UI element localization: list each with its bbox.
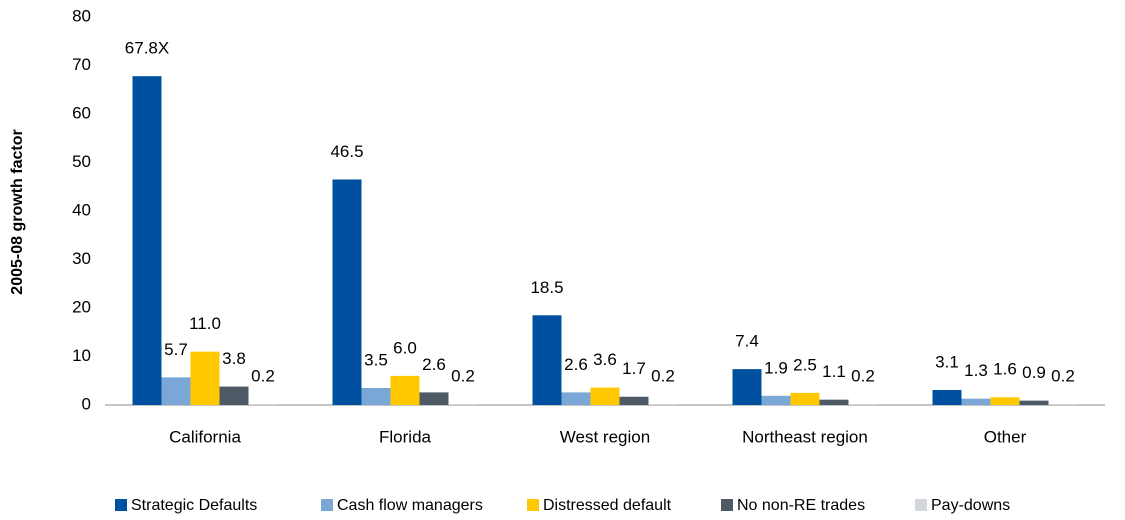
data-label: 46.5 [330,142,363,161]
y-tick-label: 60 [72,103,91,122]
bar [619,396,649,405]
bar [332,179,362,405]
bar [1019,400,1049,405]
bar [190,351,220,405]
y-axis-label: 2005-08 growth factor [9,129,26,294]
bar [848,404,878,405]
bar [448,404,478,405]
data-label: 3.6 [593,350,617,369]
bar [790,392,820,405]
legend-label: Strategic Defaults [131,497,257,514]
x-tick-label: Florida [379,427,432,446]
bar [932,389,962,405]
legend-swatch [527,499,539,511]
data-label: 11.0 [189,314,221,333]
legend-label: Pay-downs [931,497,1010,514]
bar [161,377,191,405]
bar [590,387,620,405]
data-label: 3.5 [364,351,388,370]
legend-swatch [915,499,927,511]
bar [132,76,162,406]
bar [532,315,562,405]
legend-label: Cash flow managers [337,497,483,514]
data-label: 6.0 [393,338,417,357]
bar [248,404,278,405]
data-label: 3.1 [935,352,959,371]
data-label: 1.3 [964,361,988,380]
legend-label: Distressed default [543,497,672,514]
data-label: 1.6 [993,360,1017,379]
legend-swatch [721,499,733,511]
bar [1048,404,1078,405]
data-label: 0.2 [651,367,675,386]
bar [732,369,762,405]
x-tick-label: Northeast region [742,427,868,446]
bar [648,404,678,405]
bar [761,395,791,405]
data-label: 0.2 [451,367,475,386]
bar [961,398,991,405]
x-tick-label: Other [984,427,1027,446]
bar [561,392,591,405]
bar [361,388,391,405]
data-label: 0.2 [251,367,275,386]
x-tick-label: West region [560,427,650,446]
y-tick-label: 10 [72,346,91,365]
legend-swatch [115,499,127,511]
data-label: 1.7 [622,359,646,378]
bar [819,399,849,405]
data-label: 1.9 [764,358,788,377]
data-label: 0.2 [851,367,875,386]
y-tick-label: 20 [72,297,91,316]
data-label: 67.8X [125,39,169,58]
y-tick-label: 80 [72,6,91,25]
data-label: 3.8 [222,349,246,368]
data-label: 2.6 [564,355,588,374]
legend-label: No non-RE trades [737,497,865,514]
bar [419,392,449,405]
bar [990,397,1020,405]
legend-swatch [321,499,333,511]
data-label: 0.2 [1051,367,1075,386]
y-tick-label: 50 [72,152,91,171]
data-label: 5.7 [164,340,188,359]
y-tick-label: 30 [72,249,91,268]
x-tick-label: California [169,427,241,446]
data-label: 2.6 [422,355,446,374]
y-tick-label: 0 [82,394,91,413]
data-label: 1.1 [822,362,846,381]
data-label: 7.4 [735,332,759,351]
data-label: 0.9 [1022,363,1046,382]
y-tick-label: 40 [72,200,91,219]
bar [390,375,420,405]
bar [219,386,249,405]
y-tick-label: 70 [72,55,91,74]
data-label: 18.5 [530,278,563,297]
data-label: 2.5 [793,355,817,374]
